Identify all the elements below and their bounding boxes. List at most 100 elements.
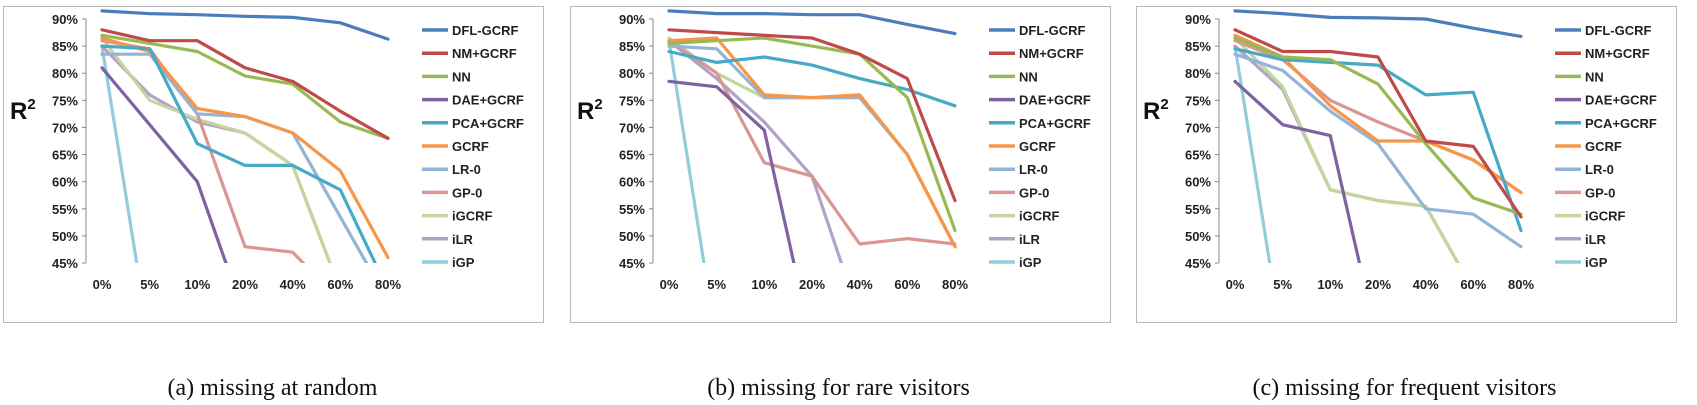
- legend-label: NM+GCRF: [452, 46, 517, 61]
- legend-label: GCRF: [1585, 139, 1622, 154]
- x-tick-label: 60%: [327, 277, 353, 292]
- legend-label: LR-0: [1019, 162, 1048, 177]
- legend-label: iGCRF: [1019, 209, 1060, 224]
- y-tick-label: 75%: [52, 93, 78, 108]
- y-tick-label: 55%: [1185, 202, 1211, 217]
- legend-label: GP-0: [1019, 185, 1049, 200]
- y-tick-label: 80%: [52, 66, 78, 81]
- x-tick-label: 80%: [942, 277, 968, 292]
- x-tick-label: 5%: [707, 277, 726, 292]
- y-tick-label: 65%: [52, 148, 78, 163]
- legend-label: iLR: [1585, 232, 1607, 247]
- legend-label: LR-0: [1585, 162, 1614, 177]
- legend-label: iGP: [452, 255, 475, 270]
- x-tick-label: 40%: [847, 277, 873, 292]
- x-tick-label: 20%: [1365, 277, 1391, 292]
- chart-panel-c: 90% 85% 80% 75% 70% 65% 60% 55% 50% 45% 0% 5% 10% 20%…: [1136, 6, 1677, 323]
- series-line-nn: [1233, 36, 1523, 216]
- y-axis-title: R2: [1143, 96, 1169, 125]
- caption-a: (a) missing at random: [167, 375, 378, 401]
- series-line-pca-gcrf: [667, 49, 957, 108]
- series-group: [100, 9, 390, 263]
- y-tick-label: 55%: [619, 202, 645, 217]
- y-axis-title: R2: [10, 96, 36, 125]
- y-tick-label: 85%: [619, 39, 645, 54]
- legend-label: DFL-GCRF: [452, 23, 518, 38]
- series-line-dfl-gcrf: [1233, 9, 1523, 38]
- chart-svg-a: 90% 85% 80% 75% 70% 65% 60% 55% 50% 45% 0% 5% 10% 20%…: [10, 9, 524, 292]
- x-tick-label: 20%: [799, 277, 825, 292]
- y-tick-label: 90%: [619, 12, 645, 27]
- legend-label: iLR: [1019, 232, 1041, 247]
- legend-label: PCA+GCRF: [452, 116, 524, 131]
- y-tick-label: 90%: [52, 12, 78, 27]
- x-tick-label: 60%: [1460, 277, 1486, 292]
- x-tick-label: 0%: [660, 277, 679, 292]
- x-tick-label: 60%: [894, 277, 920, 292]
- legend-label: NN: [452, 69, 471, 84]
- legend-label: iGCRF: [1585, 209, 1626, 224]
- caption-c: (c) missing for frequent visitors: [1252, 375, 1557, 401]
- y-tick-label: 60%: [619, 175, 645, 190]
- y-tick-label: 45%: [1185, 256, 1211, 271]
- series-line-lr-0: [1233, 52, 1523, 249]
- series-group: [667, 9, 957, 263]
- series-line-pca-gcrf: [100, 44, 377, 263]
- series-line-gp-0: [1233, 39, 1523, 195]
- series-line-igcrf: [1233, 36, 1460, 263]
- y-tick-label: 65%: [619, 148, 645, 163]
- series-line-dfl-gcrf: [100, 9, 390, 41]
- series-line-nm-gcrf: [1233, 28, 1523, 219]
- y-tick-label: 80%: [1185, 66, 1211, 81]
- x-tick-label: 20%: [232, 277, 258, 292]
- legend-label: GP-0: [452, 185, 482, 200]
- legend-label: NM+GCRF: [1585, 46, 1650, 61]
- x-tick-label: 0%: [1226, 277, 1245, 292]
- x-tick-label: 10%: [751, 277, 777, 292]
- y-tick-label: 50%: [1185, 229, 1211, 244]
- x-tick-label: 10%: [1317, 277, 1343, 292]
- series-line-pca-gcrf: [1233, 47, 1523, 233]
- legend-label: PCA+GCRF: [1585, 116, 1657, 131]
- legend-label: iGP: [1019, 255, 1042, 270]
- y-tick-label: 70%: [52, 120, 78, 135]
- chart-svg-b: 90% 85% 80% 75% 70% 65% 60% 55% 50% 45% 0% 5% 10% 20%…: [577, 9, 1091, 292]
- legend-label: GCRF: [452, 139, 489, 154]
- legend-label: NN: [1019, 69, 1038, 84]
- x-tick-label: 5%: [140, 277, 159, 292]
- y-tick-label: 60%: [52, 175, 78, 190]
- chart-svg-c: 90% 85% 80% 75% 70% 65% 60% 55% 50% 45% 0% 5% 10% 20%…: [1143, 9, 1657, 292]
- series-line-dfl-gcrf: [667, 9, 957, 36]
- x-tick-label: 0%: [93, 277, 112, 292]
- y-tick-label: 55%: [52, 202, 78, 217]
- y-tick-label: 60%: [1185, 175, 1211, 190]
- series-line-gcrf: [667, 36, 957, 249]
- series-line-nm-gcrf: [100, 28, 390, 140]
- series-line-igcrf: [100, 36, 332, 263]
- series-line-gp-0: [667, 39, 957, 246]
- y-axis-title: R2: [577, 96, 603, 125]
- legend-label: DFL-GCRF: [1585, 23, 1651, 38]
- series-line-nn: [667, 36, 957, 233]
- y-tick-label: 45%: [619, 256, 645, 271]
- y-tick-label: 75%: [1185, 93, 1211, 108]
- y-tick-label: 85%: [52, 39, 78, 54]
- y-tick-label: 80%: [619, 66, 645, 81]
- legend-label: GCRF: [1019, 139, 1056, 154]
- x-tick-label: 10%: [184, 277, 210, 292]
- series-line-ilr: [100, 44, 332, 263]
- legend-label: DAE+GCRF: [1019, 93, 1091, 108]
- x-tick-label: 80%: [1508, 277, 1534, 292]
- legend-label: NM+GCRF: [1019, 46, 1084, 61]
- legend-label: NN: [1585, 69, 1604, 84]
- y-tick-label: 50%: [52, 229, 78, 244]
- legend-label: PCA+GCRF: [1019, 116, 1091, 131]
- y-tick-label: 50%: [619, 229, 645, 244]
- y-tick-label: 75%: [619, 93, 645, 108]
- x-tick-label: 40%: [280, 277, 306, 292]
- y-tick-label: 85%: [1185, 39, 1211, 54]
- series-line-nm-gcrf: [667, 28, 957, 203]
- series-line-dae-gcrf: [667, 79, 796, 263]
- y-tick-label: 70%: [1185, 120, 1211, 135]
- legend-label: GP-0: [1585, 185, 1615, 200]
